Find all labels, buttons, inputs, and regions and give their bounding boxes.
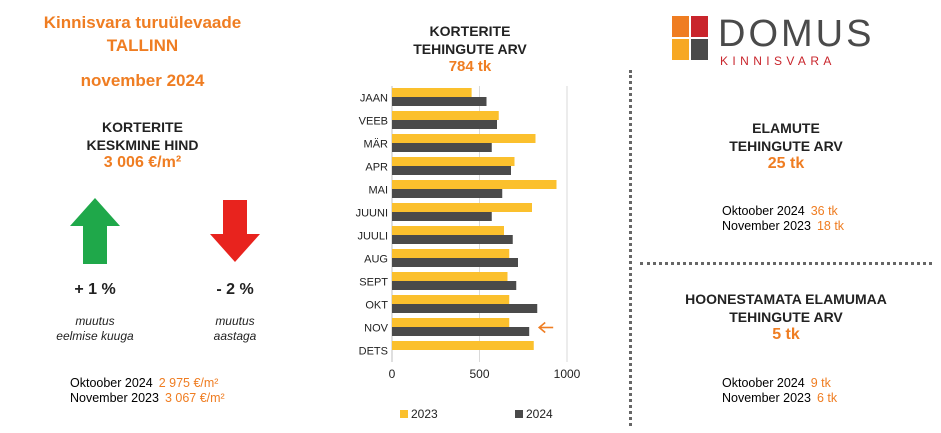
bar-2023 <box>392 295 510 304</box>
bar-2023 <box>392 134 536 143</box>
land-title-line1: HOONESTAMATA ELAMUMAA <box>685 291 887 307</box>
legend-swatch <box>400 410 408 418</box>
legend-label: 2024 <box>526 407 553 421</box>
month-change: + 1 % <box>74 281 116 298</box>
x-tick-label: 500 <box>469 367 489 381</box>
bar-2024 <box>392 143 492 152</box>
bar-2024 <box>392 304 538 313</box>
land-cmp-row: November 2023 6 tk <box>722 390 837 406</box>
apartment-transactions-chart: JAAN VEEB MÄR APR MAI JUUNI JUULI AUG SEPT OKT NOV… <box>356 86 581 421</box>
logo-mark-icon <box>672 16 708 60</box>
bar-2023 <box>392 249 510 258</box>
legend-label: 2023 <box>411 407 438 421</box>
category-label: NOV <box>364 323 389 335</box>
category-label: MÄR <box>364 139 389 151</box>
houses-value: 25 tk <box>767 155 805 172</box>
logo-brand: DOMUS <box>718 13 875 55</box>
bar-2023 <box>392 111 499 120</box>
bar-2024 <box>392 327 530 336</box>
bar-2023 <box>392 341 534 350</box>
category-label: SEPT <box>359 277 388 289</box>
chart-title-line1: KORTERITE <box>429 23 511 39</box>
houses-title-line2: TEHINGUTE ARV <box>729 138 843 154</box>
bar-2024 <box>392 235 513 244</box>
category-label: VEEB <box>359 116 388 128</box>
houses-cmp-row: Oktoober 2024 36 tk <box>722 203 838 219</box>
price-title-line2: KESKMINE HIND <box>86 137 199 153</box>
land-cmp-label: Oktoober 2024 <box>722 376 805 390</box>
price-cmp-label: Oktoober 2024 <box>70 376 153 390</box>
logo-sub: KINNISVARA <box>720 54 836 68</box>
bar-2023 <box>392 88 472 97</box>
bar-2023 <box>392 318 510 327</box>
arrow-left-icon <box>537 321 554 334</box>
chart-title-line2: TEHINGUTE ARV <box>413 41 527 57</box>
arrow-up-icon <box>70 198 120 264</box>
month-change-caption1: muutus <box>75 314 115 328</box>
report-city: TALLINN <box>106 36 179 55</box>
houses-cmp-label: November 2023 <box>722 219 811 233</box>
land-title-line2: TEHINGUTE ARV <box>729 309 843 325</box>
arrow-down-icon <box>210 200 260 262</box>
x-tick-label: 1000 <box>554 367 581 381</box>
land-value: 5 tk <box>772 326 800 343</box>
bar-2024 <box>392 189 503 198</box>
houses-title-line1: ELAMUTE <box>752 120 820 136</box>
legend-swatch <box>515 410 523 418</box>
x-tick-label: 0 <box>389 367 396 381</box>
category-label: DETS <box>359 346 388 358</box>
price-value: 3 006 €/m² <box>103 154 182 171</box>
price-cmp-value: 2 975 €/m² <box>158 376 219 390</box>
domus-logo: DOMUS KINNISVARA <box>672 14 912 70</box>
bar-2024 <box>392 281 517 290</box>
bar-2023 <box>392 272 508 281</box>
land-cmp-value: 6 tk <box>816 391 838 405</box>
bar-2024 <box>392 120 497 129</box>
category-label: AUG <box>364 254 388 266</box>
vertical-divider <box>629 70 632 426</box>
category-label: MAI <box>368 185 388 197</box>
price-cmp-value: 3 067 €/m² <box>164 391 225 405</box>
category-label: OKT <box>365 300 388 312</box>
houses-cmp-row: November 2023 18 tk <box>722 218 844 234</box>
land-cmp-label: November 2023 <box>722 391 811 405</box>
year-change-caption2: aastaga <box>213 329 257 343</box>
land-cmp-value: 9 tk <box>810 376 831 390</box>
bar-2023 <box>392 180 557 189</box>
bar-2023 <box>392 157 515 166</box>
category-label: APR <box>365 162 388 174</box>
bar-2024 <box>392 212 492 221</box>
price-cmp-row: Oktoober 2024 2 975 €/m² <box>70 375 218 391</box>
bar-2023 <box>392 226 504 235</box>
horizontal-divider <box>640 262 932 265</box>
chart-title-value: 784 tk <box>448 58 492 75</box>
month-change-caption2: eelmise kuuga <box>56 329 134 343</box>
price-cmp-row: November 2023 3 067 €/m² <box>70 390 225 406</box>
report-title: Kinnisvara turuülevaade <box>43 13 242 32</box>
category-label: JUUNI <box>356 208 388 220</box>
bar-2024 <box>392 97 487 106</box>
price-cmp-label: November 2023 <box>70 391 159 405</box>
land-cmp-row: Oktoober 2024 9 tk <box>722 375 831 391</box>
category-label: JUULI <box>357 231 388 243</box>
bar-2023 <box>392 203 532 212</box>
price-title-line1: KORTERITE <box>102 119 183 135</box>
year-change: - 2 % <box>216 281 254 298</box>
bar-2024 <box>392 258 518 267</box>
houses-cmp-value: 18 tk <box>816 219 845 233</box>
houses-cmp-value: 36 tk <box>810 204 838 218</box>
bar-2024 <box>392 166 511 175</box>
category-label: JAAN <box>360 93 388 105</box>
houses-cmp-label: Oktoober 2024 <box>722 204 805 218</box>
year-change-caption1: muutus <box>215 314 255 328</box>
report-period: november 2024 <box>80 71 205 90</box>
